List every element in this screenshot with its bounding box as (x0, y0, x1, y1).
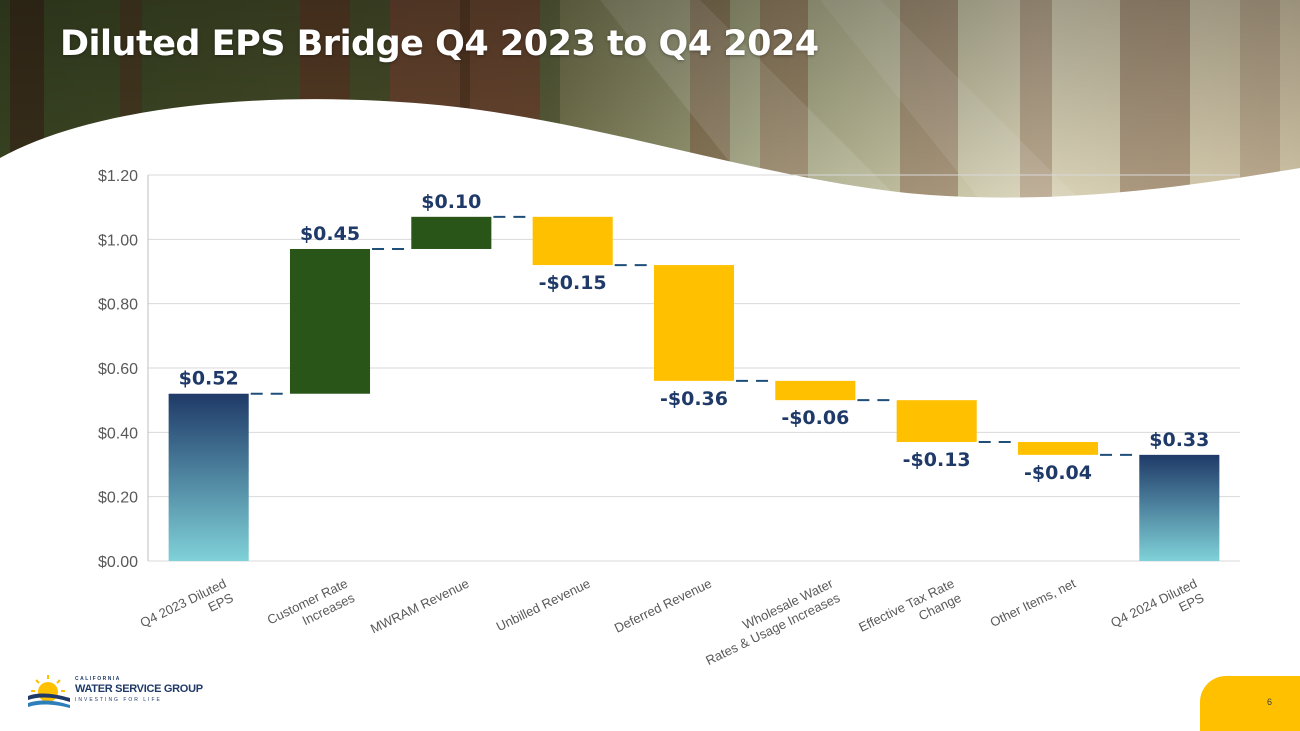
bar-decrease (896, 400, 977, 442)
connector-lines (250, 215, 1138, 456)
bar-decrease (532, 216, 613, 266)
x-tick-label-line: Deferred Revenue (612, 576, 714, 636)
y-tick-label: $0.80 (98, 297, 138, 314)
logo-wordmark: WATER SERVICE GROUP (75, 683, 203, 695)
bar-decrease (775, 380, 856, 401)
data-labels: $0.52 $0.45 $0.10 -$0.15 -$0.36 -$0.06 -$0.13 -… (179, 191, 1210, 484)
bar-total (168, 393, 249, 561)
data-label: -$0.04 (1024, 462, 1092, 484)
data-label: $0.33 (1149, 429, 1209, 451)
y-tick-label: $0.40 (98, 425, 138, 442)
y-tick-label: $0.60 (98, 361, 138, 378)
company-logo (26, 672, 226, 712)
y-tick-label: $1.00 (98, 232, 138, 249)
y-axis-ticks: $0.00 $0.20 $0.40 $0.60 $0.80 $1.00 $1.20 (98, 168, 138, 571)
slide-title: Diluted EPS Bridge Q4 2023 to Q4 2024 (60, 24, 819, 64)
data-label: -$0.36 (660, 388, 728, 410)
data-label: -$0.06 (781, 407, 849, 429)
page-number-tab: 6 (1200, 676, 1300, 731)
y-tick-label: $0.00 (98, 554, 138, 571)
data-label: $0.52 (179, 368, 239, 390)
data-label: -$0.15 (539, 272, 607, 294)
bars (168, 216, 1220, 561)
bar-decrease (653, 265, 735, 381)
bar-decrease (1017, 441, 1099, 455)
x-tick-label-line: Other Items, net (988, 575, 1079, 630)
x-tick-label: Other Items, net (988, 575, 1079, 630)
y-tick-label: $1.20 (98, 168, 138, 185)
logo-caption: CALIFORNIA (75, 676, 121, 682)
sun-wave-logo-icon (28, 675, 70, 708)
page-number: 6 (1266, 697, 1272, 707)
bar-increase (411, 216, 492, 249)
x-tick-label-line: Unbilled Revenue (494, 576, 593, 634)
x-tick-label-line: Rates & Usage Increases (703, 590, 843, 668)
data-label: $0.10 (421, 191, 481, 213)
x-tick-label: MWRAM Revenue (368, 576, 471, 637)
data-label: -$0.13 (903, 449, 971, 471)
logo-tagline: INVESTING FOR LIFE (75, 697, 162, 703)
bar-increase (289, 248, 371, 394)
y-tick-label: $0.20 (98, 490, 138, 507)
data-label: $0.45 (300, 223, 360, 245)
x-tick-label-line: MWRAM Revenue (368, 576, 471, 637)
bar-total (1139, 454, 1220, 561)
x-tick-label: Deferred Revenue (612, 576, 714, 636)
x-tick-label: Unbilled Revenue (494, 576, 593, 634)
